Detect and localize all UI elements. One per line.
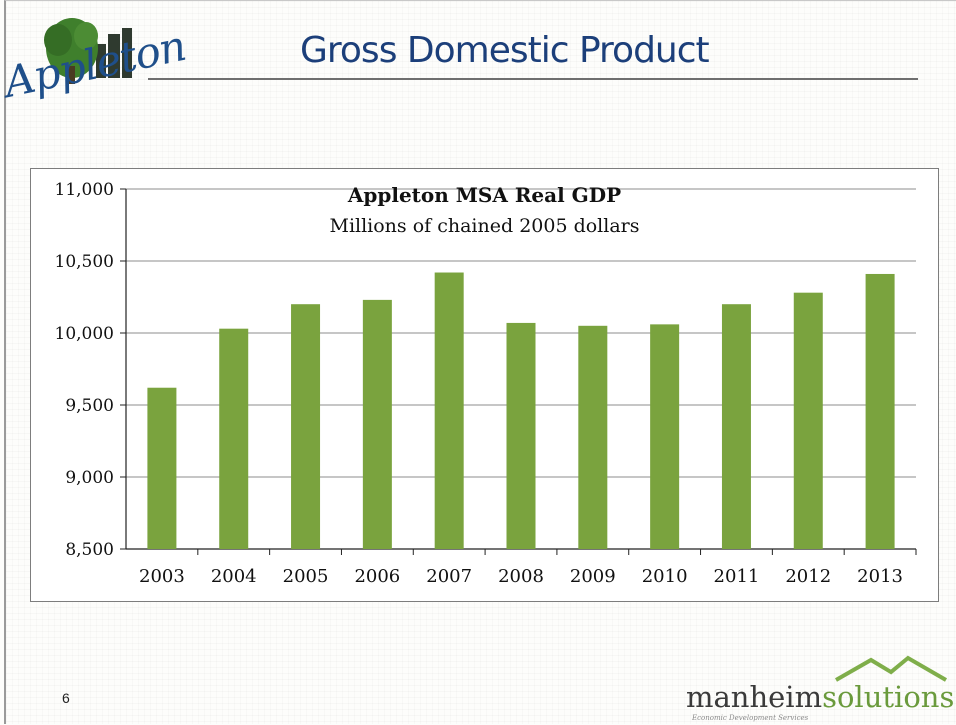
bar <box>434 272 464 549</box>
appleton-logo: Appleton <box>0 6 190 124</box>
x-tick-label: 2003 <box>139 566 185 587</box>
brand-name: manheimsolutions <box>686 680 954 714</box>
y-tick-label: 11,000 <box>55 180 114 200</box>
title-divider <box>148 78 918 80</box>
bar <box>362 299 392 549</box>
bar <box>291 304 321 549</box>
chart-title: Appleton MSA Real GDP <box>347 183 622 207</box>
manheim-solutions-logo: manheimsolutions Economic Development Se… <box>686 650 956 722</box>
y-tick-label: 10,000 <box>55 324 114 344</box>
x-tick-label: 2004 <box>211 566 257 587</box>
y-tick-label: 10,500 <box>55 252 114 272</box>
city-tree-icon <box>44 18 132 84</box>
brand-tagline: Economic Development Services <box>692 714 809 722</box>
y-tick-label: 8,500 <box>65 540 114 560</box>
x-tick-label: 2012 <box>785 566 831 587</box>
bar <box>506 322 536 549</box>
x-tick-label: 2005 <box>283 566 329 587</box>
bar <box>147 387 177 549</box>
x-tick-label: 2009 <box>570 566 616 587</box>
gdp-bar-chart: 8,500 9,000 9,500 10,000 10,500 11,000 2003 200… <box>55 180 917 587</box>
x-tick-label: 2007 <box>426 566 472 587</box>
slide-title: Gross Domestic Product <box>300 30 710 71</box>
mountain-icon <box>835 655 948 682</box>
x-tick-label: 2006 <box>354 566 400 587</box>
bar <box>650 324 680 549</box>
brand-name-part2: solutions <box>822 680 955 714</box>
x-tick-label: 2013 <box>857 566 903 587</box>
x-tick-label: 2008 <box>498 566 544 587</box>
bar <box>219 328 249 549</box>
y-tick-label: 9,000 <box>65 468 114 488</box>
chart-subtitle: Millions of chained 2005 dollars <box>329 215 640 237</box>
bar <box>721 304 751 549</box>
brand-name-part1: manheim <box>686 680 823 714</box>
y-tick-label: 9,500 <box>65 396 114 416</box>
bar <box>793 292 823 549</box>
chart-panel: 8,500 9,000 9,500 10,000 10,500 11,000 2003 200… <box>30 168 939 602</box>
bar <box>865 273 895 549</box>
x-tick-label: 2011 <box>714 566 760 587</box>
x-tick-label: 2010 <box>642 566 688 587</box>
bar <box>578 325 608 549</box>
page-number: 6 <box>62 690 70 706</box>
